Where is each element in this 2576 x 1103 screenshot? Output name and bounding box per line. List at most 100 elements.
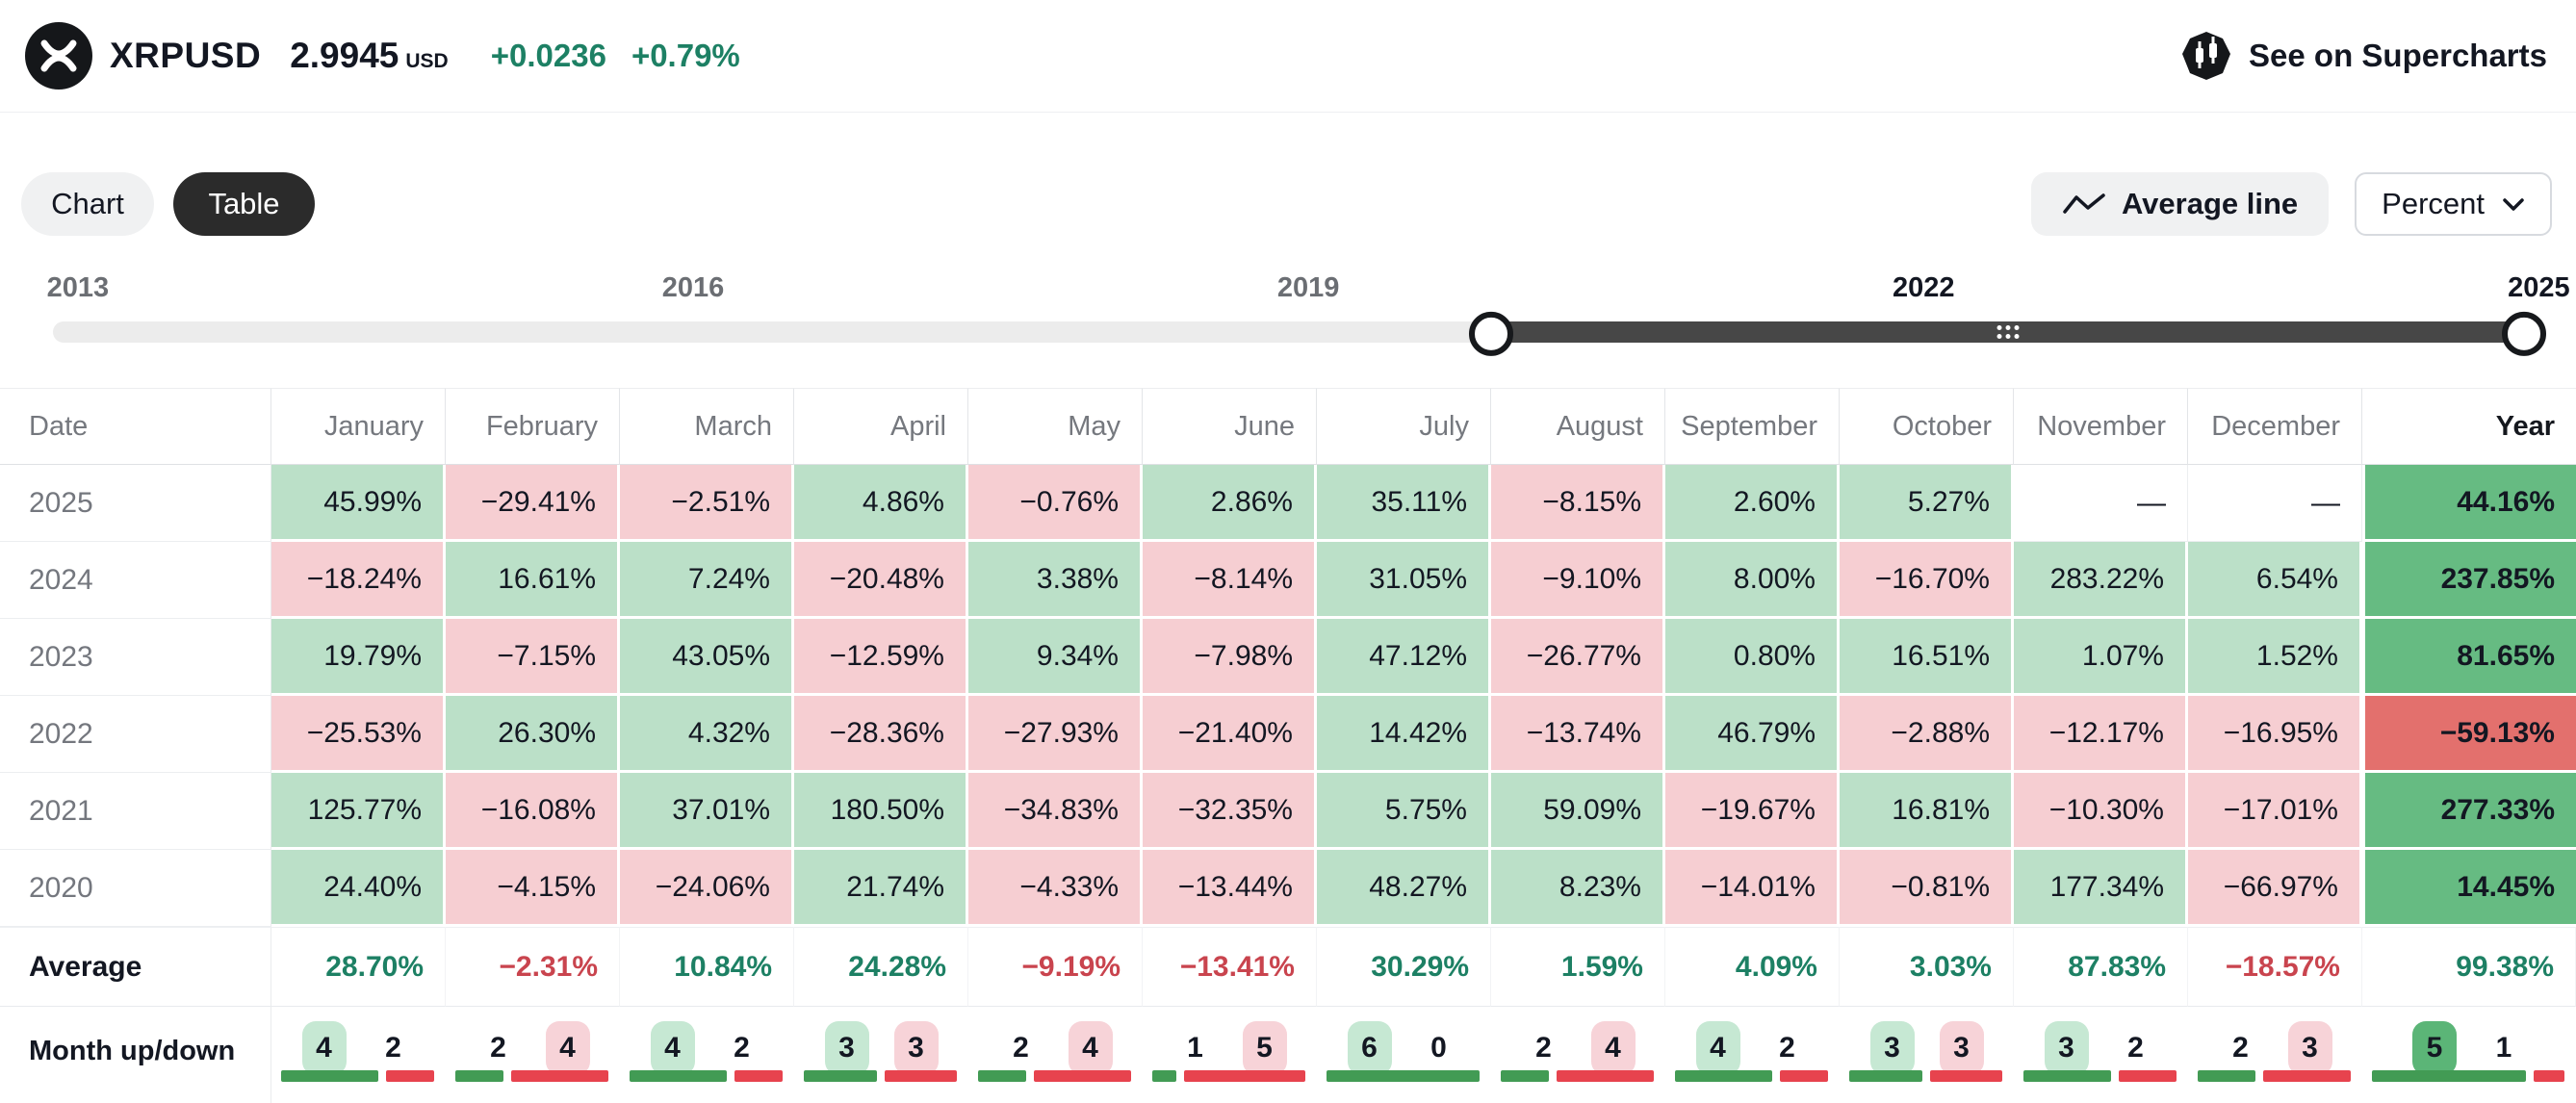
slider-tick-2025: 2025 [2508,272,2570,303]
updown-ratio-bar [1675,1070,1828,1082]
row-label-2020: 2020 [0,850,271,927]
months-down-count: 3 [893,1021,939,1075]
month-return-cell: 283.22% [2014,542,2188,619]
updown-ratio-bar [1327,1070,1480,1082]
year-total-cell: 277.33% [2362,773,2576,850]
year-total-cell: 14.45% [2362,850,2576,927]
months-down-count: 4 [1068,1021,1113,1075]
ratio-bar-up-segment [2372,1070,2526,1082]
ratio-bar-down-segment [385,1070,434,1082]
month-return-cell: −21.40% [1143,696,1317,773]
column-header-november: November [2014,388,2188,465]
slider-tick-2016: 2016 [661,272,725,303]
ratio-bar-up-segment [978,1070,1027,1082]
see-on-supercharts-link[interactable]: See on Supercharts [2179,29,2547,83]
month-return-cell: 4.32% [620,696,794,773]
month-return-cell: 177.34% [2014,850,2188,927]
year-total-cell: 81.65% [2362,619,2576,696]
month-return-cell: 0.80% [1665,619,1840,696]
month-return-cell: −8.14% [1143,542,1317,619]
ratio-bar-up-segment [1501,1070,1550,1082]
column-header-may: May [968,388,1143,465]
month-return-cell: −17.01% [2188,773,2362,850]
units-dropdown[interactable]: Percent [2355,172,2552,236]
chart-view-button[interactable]: Chart [21,172,154,236]
month-return-cell: −28.36% [794,696,968,773]
slider-tick-2022: 2022 [1893,272,1955,303]
updown-ratio-bar [1501,1070,1654,1082]
seasonality-table: Date January February March April May June July… [0,388,2576,1103]
ratio-bar-up-segment [2198,1070,2256,1082]
average-return-cell: −2.31% [446,927,620,1007]
months-up-count: 2 [1013,1032,1029,1064]
ratio-bar-down-segment [2263,1070,2351,1082]
month-return-cell: 7.24% [620,542,794,619]
average-return-cell: 10.84% [620,927,794,1007]
ratio-bar-down-segment [734,1070,783,1082]
average-return-cell: −9.19% [968,927,1143,1007]
change-percent: +0.79% [631,38,740,73]
month-return-cell: 48.27% [1317,850,1491,927]
ratio-bar-down-segment [1184,1070,1305,1082]
months-up-count: 2 [1535,1032,1552,1064]
month-return-cell: — [2188,465,2362,542]
column-header-july: July [1317,388,1491,465]
row-label-2021: 2021 [0,773,271,850]
month-return-cell: −27.93% [968,696,1143,773]
slider-selected-range[interactable] [1491,321,2524,343]
table-row-2022: 2022 −25.53% 26.30% 4.32% −28.36% −27.93% −21.… [0,696,2576,773]
month-return-cell: 1.07% [2014,619,2188,696]
months-down-count: 3 [2287,1021,2332,1075]
row-label-2025: 2025 [0,465,271,542]
slider-tick-2013: 2013 [46,272,110,303]
average-line-toggle[interactable]: Average line [2030,172,2330,236]
row-label-month-up-down: Month up/down [0,1007,271,1103]
slider-track[interactable] [53,312,2546,357]
slider-handle-left[interactable] [1469,312,1514,357]
table-view-button[interactable]: Table [173,172,315,236]
zigzag-line-icon [2063,193,2105,214]
month-return-cell: 46.79% [1665,696,1840,773]
month-return-cell: −18.24% [271,542,446,619]
ratio-bar-up-segment [1152,1070,1177,1082]
month-return-cell: −14.01% [1665,850,1840,927]
month-return-cell: −16.95% [2188,696,2362,773]
months-up-count: 4 [1695,1021,1740,1075]
month-return-cell: 8.00% [1665,542,1840,619]
ratio-bar-down-segment [1929,1070,2002,1082]
column-header-march: March [620,388,794,465]
year-total-cell: 237.85% [2362,542,2576,619]
month-return-cell: 1.52% [2188,619,2362,696]
months-down-count: 5 [1242,1021,1287,1075]
ratio-bar-up-segment [1849,1070,1922,1082]
slider-handle-right[interactable] [2501,312,2546,357]
price-currency: USD [405,50,449,72]
month-return-cell: −32.35% [1143,773,1317,850]
month-return-cell: −8.15% [1491,465,1665,542]
month-return-cell: 16.61% [446,542,620,619]
column-header-february: February [446,388,620,465]
updown-ratio-bar [2023,1070,2177,1082]
average-return-cell: 1.59% [1491,927,1665,1007]
column-header-august: August [1491,388,1665,465]
average-return-cell: 4.09% [1665,927,1840,1007]
average-return-cell: −13.41% [1143,927,1317,1007]
month-return-cell: 35.11% [1317,465,1491,542]
month-return-cell: 14.42% [1317,696,1491,773]
column-header-september: September [1665,388,1840,465]
year-total-cell: −59.13% [2362,696,2576,773]
year-range-slider: 2013 2016 2019 2022 2025 [47,272,2570,359]
column-header-june: June [1143,388,1317,465]
updown-ratio-bar [1849,1070,2002,1082]
